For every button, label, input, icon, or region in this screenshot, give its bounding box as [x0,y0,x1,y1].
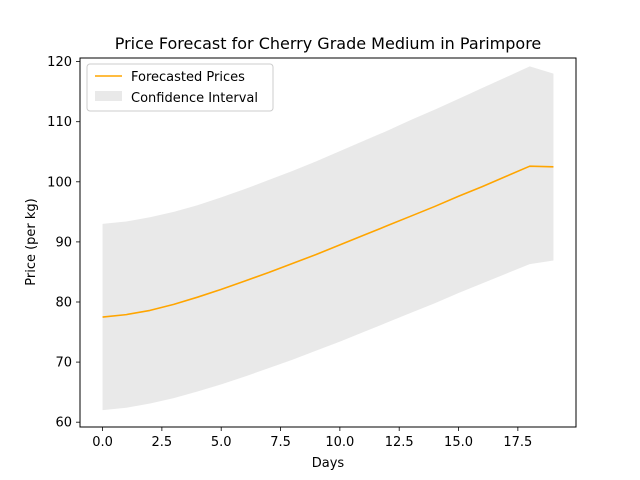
legend-label-confidence: Confidence Interval [131,91,258,106]
x-axis-label: Days [312,456,345,471]
series-line-0 [102,165,554,318]
x-tick-label: 0.0 [92,435,113,450]
legend-box [86,63,274,112]
plot-area [102,66,554,411]
y-axis: 60 70 80 90 100 110 120 [47,55,80,431]
confidence-interval-band [102,66,554,411]
legend-label-forecast: Forecasted Prices [131,70,245,85]
chart-title: Price Forecast for Cherry Grade Medium i… [115,34,542,53]
plot-frame [79,57,577,428]
y-tick-label: 60 [55,416,72,431]
x-tick-label: 7.5 [270,435,291,450]
y-tick-label: 110 [47,115,72,130]
y-tick-label: 80 [55,295,72,310]
x-tick-label: 2.5 [152,435,173,450]
legend-band-marker [95,91,122,101]
x-tick-label: 15.0 [444,435,473,450]
y-axis-label: Price (per kg) [24,198,39,286]
y-tick-label: 120 [47,55,72,70]
x-tick-label: 10.0 [325,435,354,450]
y-tick-label: 70 [55,356,72,371]
x-tick-label: 5.0 [211,435,232,450]
x-tick-label: 17.5 [503,435,532,450]
legend: Forecasted Prices Confidence Interval [86,63,274,112]
y-tick-label: 100 [47,175,72,190]
y-tick-label: 90 [55,235,72,250]
x-axis: 0.0 2.5 5.0 7.5 10.0 12.5 15.0 17.5 [92,427,532,450]
x-tick-label: 12.5 [385,435,414,450]
